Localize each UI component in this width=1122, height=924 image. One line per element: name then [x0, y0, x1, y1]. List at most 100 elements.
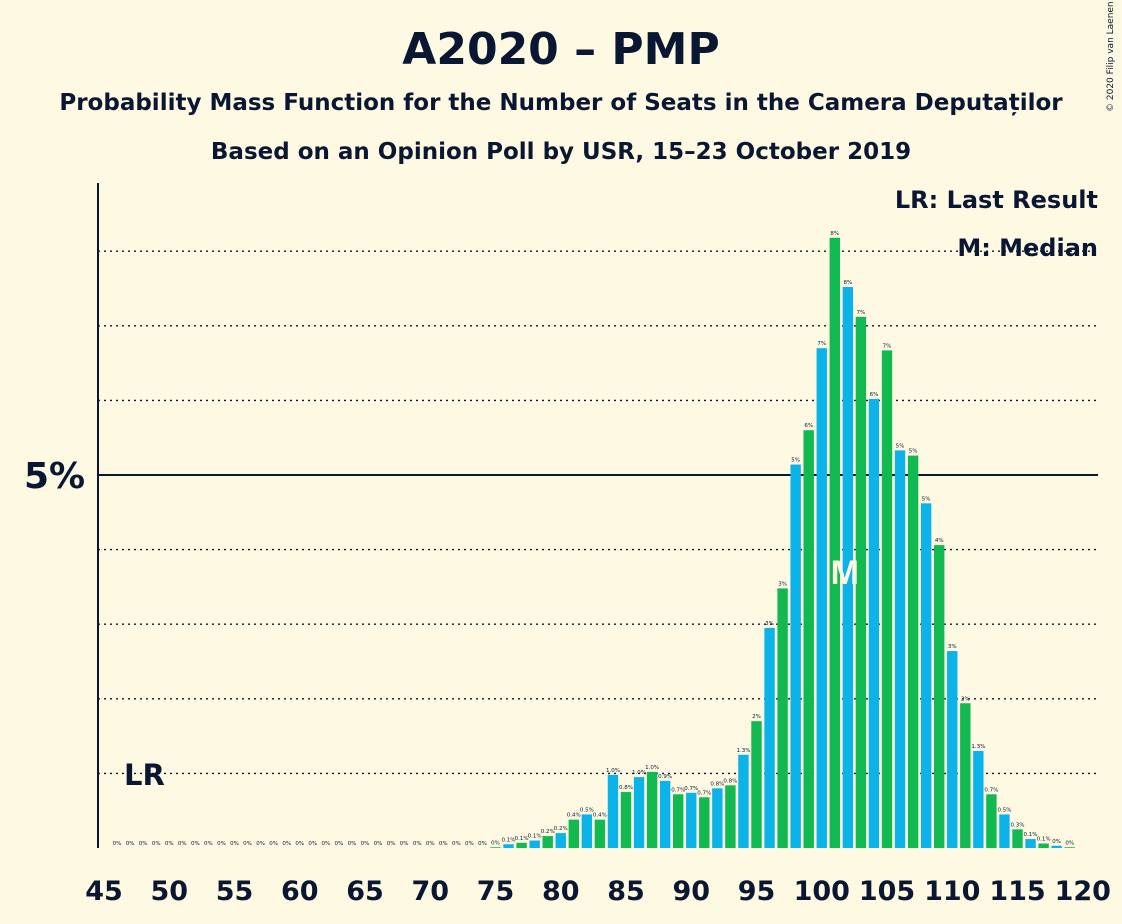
data-label-seat-83: 0.4% [593, 813, 607, 819]
data-label-seat-111: 2% [961, 696, 970, 702]
data-label-seat-103: 7% [857, 310, 866, 316]
data-label-seat-88: 0.9% [658, 774, 672, 780]
data-label-seat-85: 0.8% [619, 785, 633, 791]
bar-seat-92 [712, 788, 723, 848]
data-label-seat-109: 4% [935, 538, 944, 544]
data-label-seat-71: 0% [439, 841, 448, 847]
data-label-seat-66: 0% [374, 841, 383, 847]
bar-seat-108 [920, 503, 932, 848]
x-tick-70: 70 [411, 876, 449, 907]
data-label-seat-102: 8% [843, 280, 852, 286]
data-label-seat-55: 0% [230, 841, 239, 847]
data-label-seat-50: 0% [165, 841, 174, 847]
last-result-marker: LR [124, 758, 165, 792]
bar-seat-118 [1051, 845, 1062, 848]
data-label-seat-65: 0% [361, 841, 370, 847]
x-tick-95: 95 [738, 876, 776, 907]
data-label-seat-57: 0% [256, 841, 265, 847]
bar-seat-104 [868, 398, 880, 848]
y-label-5-percent: 5% [24, 456, 86, 497]
bar-seat-116 [1025, 839, 1036, 848]
data-label-seat-115: 0.3% [1011, 822, 1025, 828]
data-label-seat-56: 0% [243, 841, 252, 847]
data-label-seat-74: 0% [478, 841, 487, 847]
bar-seat-75 [490, 847, 501, 848]
bar-seat-78 [529, 840, 540, 848]
data-label-seat-59: 0% [282, 841, 291, 847]
data-label-seat-64: 0% [348, 841, 357, 847]
bar-seat-87 [646, 771, 658, 848]
x-tick-90: 90 [672, 876, 710, 907]
bar-seat-97 [777, 588, 788, 848]
bar-seat-89 [673, 794, 684, 848]
legend-last-result: LR: Last Result [894, 186, 1098, 214]
data-label-seat-78: 0.1% [528, 834, 542, 840]
bar-seat-90 [686, 792, 697, 848]
bar-seat-111 [960, 703, 971, 848]
data-label-seat-76: 0.1% [502, 837, 516, 843]
bar-seat-86 [633, 777, 645, 848]
bar-seat-119 [1064, 847, 1075, 848]
bar-seat-98 [790, 464, 801, 848]
bar-seat-88 [659, 780, 671, 848]
bar-seat-84 [607, 774, 619, 848]
bar-seat-91 [699, 797, 710, 848]
bar-seat-102 [842, 287, 854, 848]
bar-seat-93 [725, 785, 736, 848]
data-label-seat-118: 0% [1052, 839, 1061, 845]
x-tick-105: 105 [859, 876, 915, 907]
data-label-seat-113: 0.7% [984, 787, 998, 793]
legend-median: M: Median [957, 234, 1098, 262]
data-label-seat-92: 0.8% [710, 781, 724, 787]
data-label-seat-70: 0% [426, 841, 435, 847]
data-label-seat-63: 0% [335, 841, 344, 847]
bar-seat-106 [894, 450, 906, 848]
bar-seat-94 [738, 754, 749, 848]
bar-seat-113 [986, 794, 997, 848]
data-label-seat-99: 6% [804, 423, 813, 429]
bars [490, 237, 1075, 849]
data-label-seat-89: 0.7% [671, 787, 685, 793]
bar-seat-81 [568, 819, 579, 848]
bar-seat-79 [542, 836, 553, 848]
data-label-seat-52: 0% [191, 841, 200, 847]
data-label-seat-81: 0.4% [567, 813, 581, 819]
x-tick-85: 85 [607, 876, 645, 907]
median-marker: M [831, 554, 859, 592]
bar-seat-105 [881, 350, 893, 848]
bar-seat-99 [803, 430, 814, 848]
bar-seat-96 [764, 627, 775, 848]
data-label-seat-46: 0% [113, 841, 122, 847]
chart-title: A2020 – PMP [402, 24, 720, 75]
bar-seat-117 [1038, 843, 1049, 848]
data-label-seat-94: 1.3% [736, 748, 750, 754]
gridlines [98, 250, 1098, 775]
data-label-seat-68: 0% [400, 841, 409, 847]
data-label-seat-77: 0.1% [515, 836, 529, 842]
bar-seat-101 [829, 237, 840, 849]
data-label-seat-108: 5% [922, 496, 931, 502]
data-label-seat-104: 6% [870, 392, 879, 398]
data-label-seat-75: 0% [491, 840, 500, 846]
data-label-seat-100: 7% [817, 341, 826, 347]
x-tick-55: 55 [216, 876, 254, 907]
bar-seat-80 [555, 833, 566, 848]
bar-seat-112 [973, 751, 984, 848]
x-tick-115: 115 [989, 876, 1045, 907]
data-label-seat-117: 0.1% [1037, 837, 1051, 843]
bar-seat-109 [934, 545, 945, 848]
data-label-seat-86: 1.0% [632, 770, 646, 776]
bar-seat-110 [947, 651, 958, 848]
data-label-seat-69: 0% [413, 841, 422, 847]
x-tick-45: 45 [85, 876, 123, 907]
data-labels: 0% 0% 0% 0% 0% 0% 0% 0% 0% 0% 0% 0% 0% 0% 0% 0% 0% 0% 0% 0%… [113, 231, 1074, 847]
data-label-seat-90: 0.7% [684, 786, 698, 792]
x-tick-75: 75 [477, 876, 515, 907]
data-label-seat-105: 7% [883, 343, 892, 349]
bar-seat-95 [751, 721, 762, 848]
data-label-seat-112: 1.3% [971, 744, 985, 750]
data-label-seat-51: 0% [178, 841, 187, 847]
bar-seat-103 [855, 316, 867, 848]
x-tick-50: 50 [150, 876, 188, 907]
